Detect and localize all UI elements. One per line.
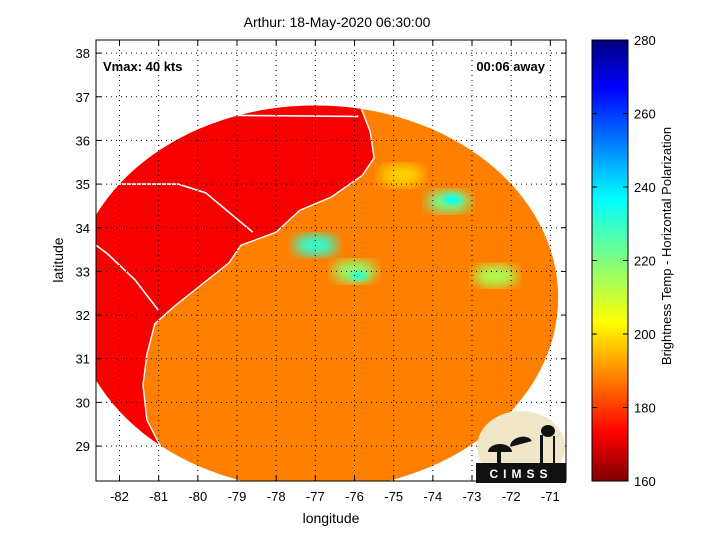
feature-outer-band — [379, 164, 424, 187]
chart-title: Arthur: 18-May-2020 06:30:00 — [244, 14, 431, 30]
feature-rainband-ne-core — [443, 194, 462, 205]
x-tick-label: -72 — [502, 489, 521, 504]
x-tick-label: -74 — [423, 489, 442, 504]
y-tick-label: 36 — [76, 133, 90, 148]
x-tick-label: -73 — [463, 489, 482, 504]
vmax-annotation: Vmax: 40 kts — [103, 59, 183, 74]
colorbar-ticks: 160 180 200 220 240 260 280 — [592, 33, 656, 489]
state-border — [150, 40, 347, 81]
cimss-logo-text: CIMSS — [489, 467, 552, 481]
colorbar-tick-label: 180 — [634, 401, 656, 416]
y-tick-label: 32 — [76, 308, 90, 323]
colorbar-tick-label: 220 — [634, 254, 656, 269]
x-tick-label: -76 — [345, 489, 364, 504]
colorbar-label: Brightness Temp - Horizontal Polarizatio… — [659, 127, 674, 365]
y-tick-label: 33 — [76, 264, 90, 279]
x-tick-label: -82 — [110, 489, 129, 504]
y-tick-label: 30 — [76, 395, 90, 410]
feature-convection-center-core — [349, 270, 368, 281]
colorbar-tick-label: 160 — [634, 474, 656, 489]
colorbar-tick-label: 200 — [634, 327, 656, 342]
state-border — [96, 183, 254, 233]
y-tick-label: 35 — [76, 177, 90, 192]
colorbar-tick-label: 260 — [634, 107, 656, 122]
tower-icon — [540, 435, 543, 463]
coastline — [96, 40, 387, 481]
colorbar: 160 180 200 220 240 260 280 Brightness Temp - … — [591, 33, 674, 489]
x-tick-label: -77 — [306, 489, 325, 504]
y-axis-label: latitude — [50, 237, 66, 282]
x-tick-label: -80 — [188, 489, 207, 504]
colorbar-tick-label: 240 — [634, 180, 656, 195]
state-border — [96, 113, 359, 118]
x-tick-label: -78 — [267, 489, 286, 504]
swath-image — [96, 40, 559, 481]
land-area — [96, 105, 386, 481]
state-border — [96, 244, 160, 312]
y-tick-label: 31 — [76, 352, 90, 367]
x-tick-label: -79 — [228, 489, 247, 504]
dish-icon — [488, 444, 512, 452]
y-tick-label: 29 — [76, 439, 90, 454]
x-ticks: -82 -81 -80 -79 -78 -77 -76 -75 -74 -73 -72 -71 — [110, 40, 560, 504]
colorbar-tick-label: 280 — [634, 33, 656, 48]
land-brightness — [96, 105, 386, 481]
cimss-logo: CIMSS — [476, 411, 566, 483]
y-ticks: 29 30 31 32 33 34 35 36 37 38 — [76, 46, 566, 454]
y-tick-label: 34 — [76, 221, 90, 236]
coastline-path — [142, 40, 387, 481]
grid — [96, 40, 566, 481]
x-tick-label: -81 — [149, 489, 168, 504]
x-tick-label: -71 — [541, 489, 560, 504]
x-tick-label: -75 — [384, 489, 403, 504]
time-away-annotation: 00:06 away — [476, 59, 545, 74]
axes-frame — [95, 39, 567, 482]
y-tick-label: 38 — [76, 46, 90, 61]
y-tick-label: 37 — [76, 90, 90, 105]
x-axis-label: longitude — [303, 510, 360, 526]
feature-band-east — [473, 264, 518, 287]
